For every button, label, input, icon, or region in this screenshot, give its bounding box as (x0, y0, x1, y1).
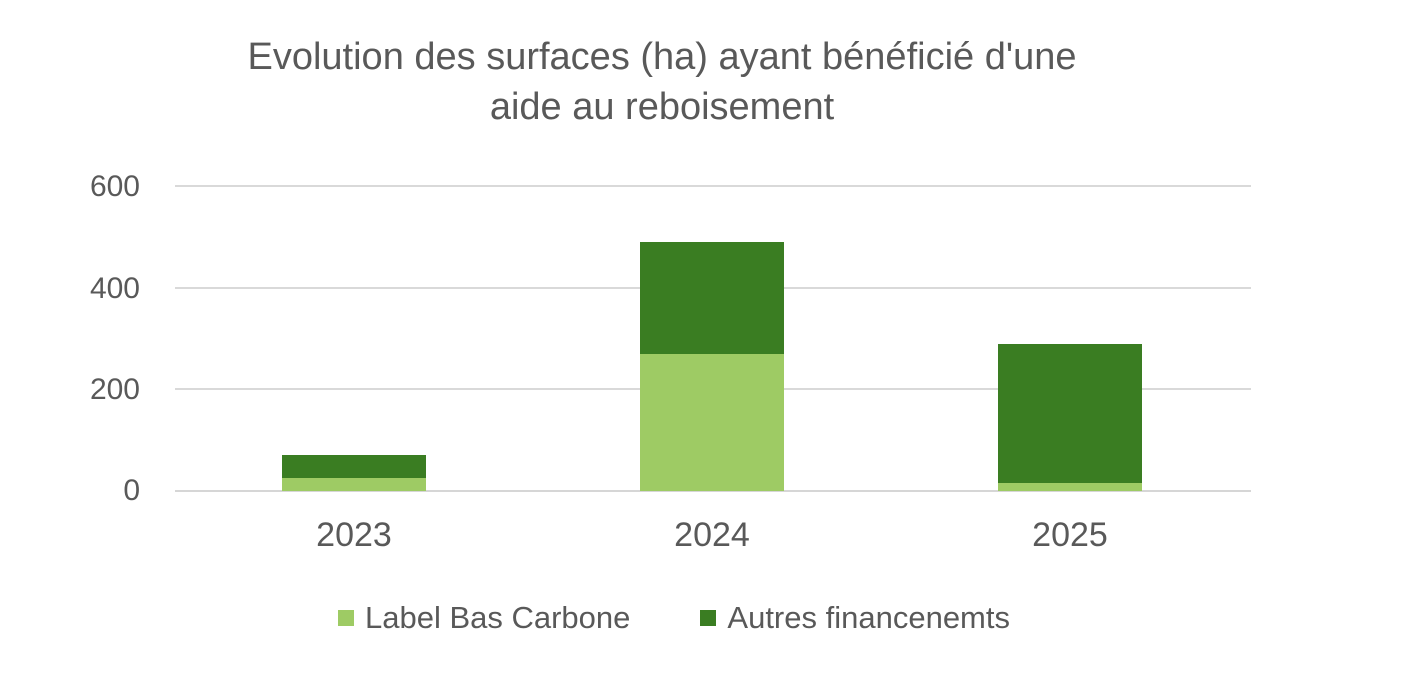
legend-swatch-dark-green-icon (700, 610, 717, 626)
bar-2023 (282, 186, 426, 491)
bar-2024 (640, 186, 784, 491)
chart-title: Evolution des surfaces (ha) ayant bénéfi… (160, 32, 1164, 132)
legend-swatch-light-green-icon (337, 610, 354, 626)
legend-item-label-bas-carbone: Label Bas Carbone (337, 600, 631, 636)
legend: Label Bas Carbone Autres financenemts (0, 600, 1348, 636)
chart-title-line1: Evolution des surfaces (ha) ayant bénéfi… (247, 36, 1077, 78)
bar-2025 (998, 186, 1142, 491)
x-axis-label-2023: 2023 (316, 516, 392, 554)
chart-title-line2: aide au reboisement (489, 86, 835, 128)
plot-area (175, 185, 1251, 492)
gridline-0-baseline (175, 490, 1251, 492)
legend-label-label-bas-carbone: Label Bas Carbone (364, 600, 631, 635)
y-axis-tick-400: 400 (89, 272, 140, 305)
y-axis-tick-0: 0 (123, 474, 140, 507)
x-axis-label-2025: 2025 (1032, 516, 1108, 554)
bar-segment-2023-autres-financenemts (282, 455, 426, 479)
legend-item-autres-financenemts: Autres financenemts (700, 600, 1010, 636)
y-axis-tick-600: 600 (89, 170, 140, 203)
bar-segment-2025-autres-financenemts (998, 343, 1142, 484)
bar-segment-2025-label-bas-carbone (998, 483, 1142, 491)
x-axis-label-2024: 2024 (674, 516, 750, 554)
gridline-600 (175, 185, 1251, 187)
y-axis-tick-200: 200 (89, 373, 140, 406)
bar-segment-2023-label-bas-carbone (282, 478, 426, 491)
bar-segment-2024-autres-financenemts (640, 241, 784, 354)
legend-label-autres-financenemts: Autres financenemts (727, 600, 1010, 635)
bar-segment-2024-label-bas-carbone (640, 353, 784, 491)
